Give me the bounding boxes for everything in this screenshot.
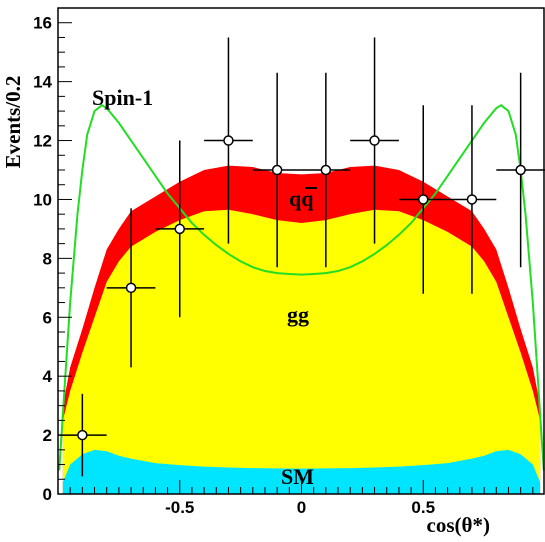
data-point bbox=[320, 164, 332, 176]
spin-1-annotation: Spin-1 bbox=[92, 85, 153, 110]
y-tick-label: 8 bbox=[43, 249, 52, 268]
y-tick-label: 4 bbox=[43, 367, 53, 386]
y-tick-label: 16 bbox=[33, 14, 52, 33]
data-point bbox=[125, 282, 137, 294]
gg-annotation: gg bbox=[287, 302, 309, 327]
plot-frame bbox=[57, 7, 545, 495]
sm-annotation: SM bbox=[281, 464, 314, 489]
data-point bbox=[466, 194, 478, 205]
y-tick-label: 2 bbox=[43, 426, 52, 445]
data-point bbox=[271, 164, 283, 176]
spin-1-curve bbox=[58, 103, 545, 471]
y-tick-label: 12 bbox=[33, 132, 52, 151]
data-point bbox=[369, 135, 380, 146]
x-tick-label: 0.5 bbox=[411, 498, 435, 517]
y-tick-label: 6 bbox=[43, 308, 52, 327]
x-tick-label: 0 bbox=[297, 498, 306, 517]
x-axis-title: cos(θ*) bbox=[427, 513, 490, 537]
qq-annotation: qq bbox=[289, 186, 314, 211]
data-point bbox=[77, 429, 88, 441]
area-sm bbox=[62, 449, 541, 494]
y-tick-label: 0 bbox=[43, 485, 52, 504]
area-gg bbox=[62, 209, 541, 494]
data-point bbox=[223, 135, 234, 146]
data-point bbox=[418, 194, 429, 205]
x-tick-label: -0.5 bbox=[165, 498, 194, 517]
data-point bbox=[515, 164, 526, 176]
axes: 0 2 4 6 8 10 12 14 16 -0.5 0 0.5 bbox=[33, 14, 534, 517]
plot-area bbox=[58, 37, 545, 494]
y-tick-label: 10 bbox=[33, 190, 52, 209]
y-tick-label: 14 bbox=[33, 73, 52, 92]
data-point bbox=[174, 223, 185, 235]
y-axis-title: Events/0.2 bbox=[1, 76, 25, 169]
